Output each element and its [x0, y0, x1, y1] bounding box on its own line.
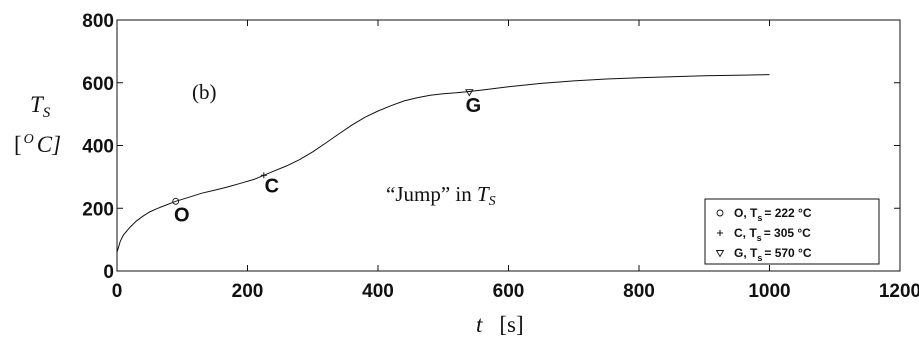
- legend-entries: O, Ts = 222 °C C, Ts = 305 °C G, Ts = 570 °C: [715, 206, 812, 263]
- legend-entry-label: G, Ts = 570 °C: [734, 246, 812, 263]
- x-tick-label: 1200: [879, 281, 919, 302]
- point-label-g: G: [466, 95, 482, 117]
- x-tick-label: 800: [623, 281, 655, 302]
- legend-marker: [716, 209, 724, 217]
- y-tick-label: 600: [82, 74, 114, 95]
- legend-entry-label: C, Ts = 305 °C: [734, 226, 811, 243]
- legend-marker: [715, 250, 725, 258]
- legend-box: [704, 198, 880, 265]
- series-line: [116, 74, 770, 253]
- point-label-o: O: [174, 204, 190, 226]
- x-tick-label: 1000: [748, 281, 790, 302]
- x-tick-label: 400: [362, 281, 394, 302]
- x-tick-label: 600: [493, 281, 525, 302]
- point-marker-g: [465, 89, 474, 97]
- y-tick-label: 200: [82, 199, 114, 220]
- legend: O, Ts = 222 °C C, Ts = 305 °C G, Ts = 570 °C: [704, 198, 880, 265]
- annotation: “Jump” in TS: [386, 182, 496, 209]
- ticks: [116, 19, 901, 272]
- x-tick-label: 200: [232, 281, 264, 302]
- y-tick-label: 0: [103, 262, 114, 283]
- annotation-sub: S: [489, 194, 496, 209]
- point-marker-o: [172, 197, 180, 205]
- annotation-var: T: [477, 182, 490, 206]
- legend-entry-label: O, Ts = 222 °C: [734, 206, 812, 223]
- annotation-text: “Jump” in: [386, 182, 477, 206]
- panel-label: (b): [192, 80, 217, 104]
- data-points: O C G: [172, 89, 482, 226]
- x-tick-label: 0: [112, 281, 123, 302]
- y-tick-label: 800: [82, 11, 114, 32]
- y-tick-label: 400: [82, 137, 114, 158]
- legend-marker: [717, 230, 723, 236]
- y-axis-label-unit: [O C]: [14, 132, 61, 157]
- x-axis-label: t [s]: [476, 312, 524, 337]
- point-label-c: C: [265, 175, 279, 197]
- point-marker-c: [260, 172, 267, 179]
- tick-labels: 0 200 400 600 800 1000 1200 0 200 400 600 800: [82, 11, 919, 302]
- y-axis-label-var: TS: [30, 92, 51, 121]
